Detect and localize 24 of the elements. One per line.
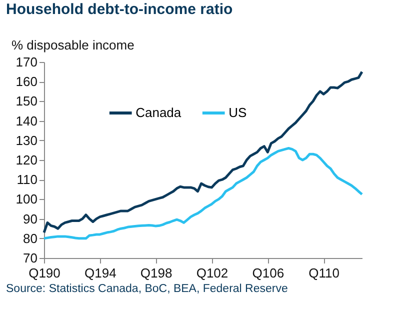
y-tick-label: 140 [16, 113, 38, 128]
y-tick-label: 100 [16, 192, 38, 207]
y-tick-label: 120 [16, 152, 38, 168]
x-tick-label: Q194 [84, 266, 116, 280]
y-tick-label: 110 [16, 172, 38, 188]
y-tick-label: 70 [23, 250, 38, 266]
x-tick-label: Q102 [196, 266, 228, 280]
y-tick-label: 150 [16, 94, 38, 109]
line-series [42, 70, 364, 234]
y-axis-title: % disposable income [12, 38, 134, 52]
x-tick-label: Q110 [308, 266, 340, 280]
y-tick-label: 160 [16, 74, 38, 90]
y-tick-label: 130 [16, 132, 38, 148]
x-tick-label: Q106 [252, 266, 284, 280]
y-tick-label: 90 [23, 211, 38, 226]
y-tick-label: 80 [23, 230, 38, 246]
x-tick-label: Q190 [28, 266, 60, 280]
x-tick-label: Q198 [140, 266, 172, 280]
legend-label: Canada [136, 105, 182, 120]
legend-label: US [228, 105, 247, 120]
y-tick-label: 170 [16, 54, 38, 70]
line-series [42, 146, 364, 240]
source-note: Source: Statistics Canada, BoC, BEA, Federal Reserve [6, 283, 288, 295]
chart-title: Household debt-to-income ratio [6, 1, 233, 18]
